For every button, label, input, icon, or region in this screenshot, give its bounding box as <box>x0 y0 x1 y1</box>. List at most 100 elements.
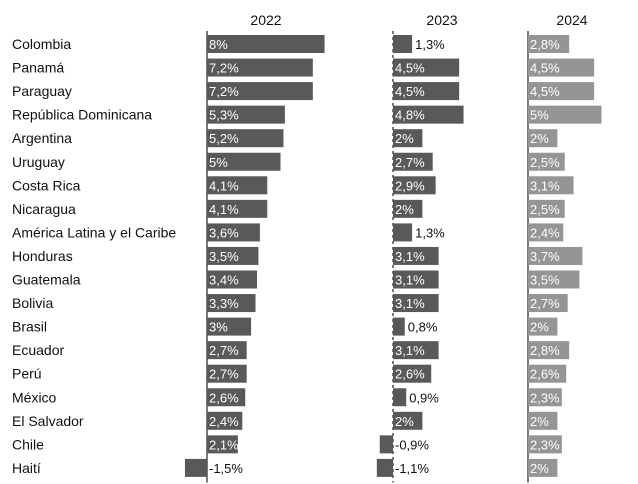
bar <box>528 270 580 289</box>
bar <box>207 317 252 336</box>
bar <box>393 294 439 313</box>
data-label: 2,5% <box>530 155 560 170</box>
bar <box>393 176 436 195</box>
data-label: 2,4% <box>530 225 560 240</box>
data-label: 3,1% <box>395 249 425 264</box>
bar <box>528 35 570 53</box>
data-label: 4,5% <box>395 61 425 76</box>
category-label: República Dominicana <box>12 107 152 123</box>
bar <box>393 364 432 383</box>
category-label: Haití <box>12 460 41 476</box>
data-label: 2,3% <box>530 437 560 452</box>
data-label: -0,9% <box>395 437 429 452</box>
category-label: México <box>12 389 57 405</box>
bar <box>207 223 260 242</box>
bar <box>393 35 413 53</box>
data-label: 2,9% <box>395 178 425 193</box>
data-label: 3,1% <box>395 273 425 288</box>
data-label: 3,3% <box>209 296 239 311</box>
bar <box>207 152 281 171</box>
bar <box>207 176 268 195</box>
data-label: 5% <box>209 155 228 170</box>
category-label: Honduras <box>12 248 73 264</box>
data-label: 1,3% <box>415 37 445 52</box>
bar <box>207 435 238 454</box>
bar <box>207 246 259 265</box>
bar <box>393 129 423 148</box>
category-label: Uruguay <box>12 154 65 170</box>
category-label: Costa Rica <box>12 177 81 193</box>
data-label: 3,5% <box>209 249 239 264</box>
bar <box>207 199 268 218</box>
bar <box>393 223 413 242</box>
data-label: 5% <box>530 108 549 123</box>
bar <box>207 35 325 53</box>
data-label: 3,6% <box>209 225 239 240</box>
panel-2022: 8% 7,2% 7,2% 5,3% 5,2% 5% 4,1% 4,1% 3,6% 3,5% 3,4%… <box>184 31 325 483</box>
bar <box>528 199 565 218</box>
bar <box>207 341 247 360</box>
category-label: Guatemala <box>12 272 81 288</box>
category-label: América Latina y el Caribe <box>12 224 176 240</box>
data-label: 4,1% <box>209 202 239 217</box>
chart-panels: 8% 7,2% 7,2% 5,3% 5,2% 5% 4,1% 4,1% 3,6% 3,5% 3,4%… <box>184 31 602 483</box>
data-label: 2% <box>530 461 549 476</box>
bar <box>184 458 207 477</box>
bar <box>207 105 285 124</box>
data-label: 2% <box>395 414 414 429</box>
bar <box>528 176 574 195</box>
bar <box>393 152 433 171</box>
bar <box>393 82 460 101</box>
data-label: 2,7% <box>530 296 560 311</box>
category-label: Brasil <box>12 319 47 335</box>
data-label: 7,2% <box>209 84 239 99</box>
data-label: 2,8% <box>530 343 560 358</box>
data-label: 5,3% <box>209 108 239 123</box>
category-label: Panamá <box>12 60 64 76</box>
bar <box>528 388 562 407</box>
bar <box>393 411 423 430</box>
bar <box>393 388 407 407</box>
category-label: Chile <box>12 436 44 452</box>
bar <box>379 435 393 454</box>
data-label: -1,1% <box>395 461 429 476</box>
data-label: 2,6% <box>395 367 425 382</box>
bar <box>528 105 602 124</box>
data-label: 7,2% <box>209 61 239 76</box>
data-label: 4,1% <box>209 178 239 193</box>
data-label: 1,3% <box>415 225 445 240</box>
data-label: 2,3% <box>530 390 560 405</box>
data-label: 2% <box>395 202 414 217</box>
data-label: 3,7% <box>530 249 560 264</box>
category-label: El Salvador <box>12 413 84 429</box>
panel-headers: 2022 2023 2024 <box>250 12 587 28</box>
bar <box>528 317 558 336</box>
bar <box>528 129 558 148</box>
bar <box>393 199 423 218</box>
bar <box>207 364 247 383</box>
bar <box>207 388 246 407</box>
data-label: 2% <box>530 320 549 335</box>
bar <box>528 152 565 171</box>
bar <box>207 411 243 430</box>
data-label: 3% <box>209 320 228 335</box>
category-label: Nicaragua <box>12 201 76 217</box>
panel-header-2024: 2024 <box>556 12 587 28</box>
category-label: Ecuador <box>12 342 64 358</box>
bar <box>528 223 564 242</box>
data-label: 3,1% <box>395 296 425 311</box>
bar <box>528 58 595 77</box>
category-label: Argentina <box>12 130 72 146</box>
data-label: 4,5% <box>530 61 560 76</box>
data-label: 2,4% <box>209 414 239 429</box>
bar <box>393 270 439 289</box>
data-label: 2% <box>530 414 549 429</box>
category-label: Paraguay <box>12 83 72 99</box>
data-label: 2,6% <box>209 390 239 405</box>
bar <box>207 58 313 77</box>
data-label: 2% <box>395 131 414 146</box>
data-label: 2% <box>530 131 549 146</box>
bar <box>393 317 405 336</box>
bar <box>528 246 583 265</box>
